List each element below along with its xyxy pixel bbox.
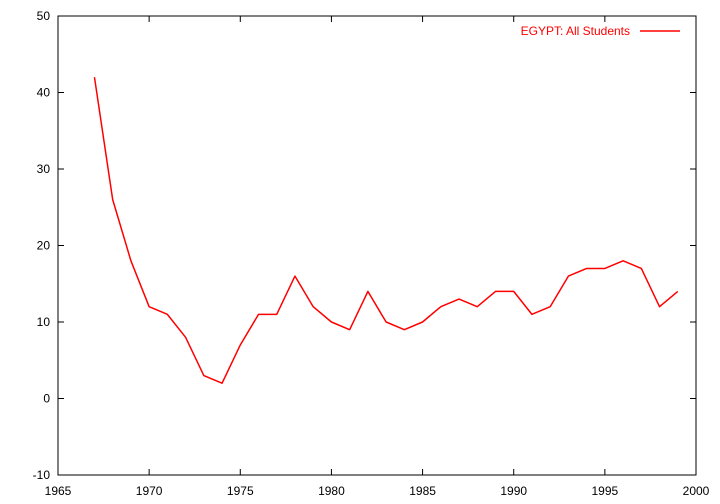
legend: EGYPT: All Students (521, 24, 680, 38)
x-tick-label: 1975 (227, 484, 254, 498)
x-tick-label: 1990 (500, 484, 527, 498)
y-tick-label: 50 (37, 9, 51, 23)
y-tick-label: 30 (37, 162, 51, 176)
x-tick-label: 1980 (318, 484, 345, 498)
y-tick-label: 0 (43, 392, 50, 406)
x-tick-label: 1970 (136, 484, 163, 498)
series-layer (93, 77, 679, 384)
plot-frame (57, 15, 697, 476)
x-axis: 1965 1970 1975 1980 1985 1990 1995 2000 (45, 16, 710, 498)
y-tick-label: -10 (33, 468, 51, 482)
x-tick-label: 1965 (45, 484, 72, 498)
legend-label: EGYPT: All Students (521, 24, 630, 38)
y-tick-label: 40 (37, 86, 51, 100)
x-tick-label: 1995 (592, 484, 619, 498)
series-line (93, 77, 679, 384)
y-tick-label: 10 (37, 315, 51, 329)
y-tick-label: 20 (37, 239, 51, 253)
x-tick-label: 1985 (409, 484, 436, 498)
x-tick-label: 2000 (683, 484, 710, 498)
y-axis: -10 0 10 20 30 40 50 (33, 9, 696, 482)
